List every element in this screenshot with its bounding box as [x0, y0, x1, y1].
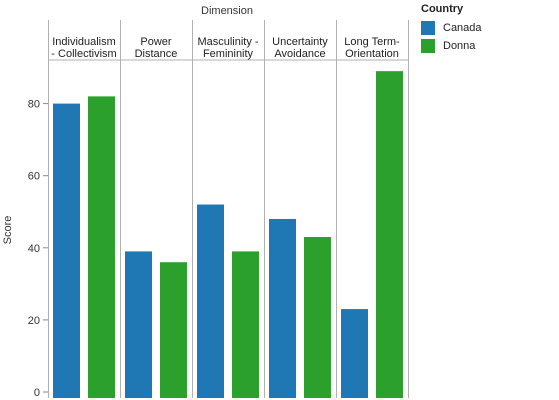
legend-swatch-donna — [421, 39, 435, 53]
chart-title: Dimension — [201, 5, 253, 17]
legend-label-donna: Donna — [443, 40, 476, 52]
y-tick-label: 60 — [28, 171, 40, 183]
facet-label: Avoidance — [274, 48, 325, 60]
bar-canada-5 — [341, 309, 368, 398]
facet-label: Masculinity - — [197, 36, 258, 48]
facet-label: Individualism — [52, 36, 116, 48]
facet-label: Femininity — [203, 48, 254, 60]
legend-label-canada: Canada — [443, 22, 482, 34]
y-tick-label: 0 — [34, 387, 40, 399]
y-tick-label: 40 — [28, 243, 40, 255]
bar-canada-1 — [53, 103, 80, 398]
bar-donna-1 — [88, 96, 115, 398]
y-tick-label: 80 — [28, 99, 40, 111]
facet-label: - Collectivism — [51, 48, 116, 60]
bar-canada-3 — [197, 204, 224, 398]
plot-area: 0 20 40 60 80 Individualism- Collectivism Powe… — [28, 20, 409, 399]
bar-canada-4 — [269, 218, 296, 398]
legend-item-donna: Donna — [421, 37, 482, 55]
facet-label: Power — [140, 36, 172, 48]
bar-donna-3 — [232, 251, 259, 398]
bar-donna-4 — [304, 236, 331, 398]
legend-swatch-canada — [421, 21, 435, 35]
bar-donna-2 — [160, 262, 187, 398]
facet-label: Orientation — [345, 48, 399, 60]
y-axis-label: Score — [2, 216, 14, 245]
bar-canada-2 — [125, 251, 152, 398]
y-tick-label: 20 — [28, 315, 40, 327]
facet-label: Long Term- — [344, 36, 400, 48]
legend: Country Canada Donna — [421, 3, 482, 55]
legend-title: Country — [421, 3, 464, 15]
facet-label: Uncertainty — [272, 36, 328, 48]
facet-label: Distance — [135, 48, 178, 60]
legend-item-canada: Canada — [421, 19, 482, 37]
bar-donna-5 — [376, 71, 403, 398]
